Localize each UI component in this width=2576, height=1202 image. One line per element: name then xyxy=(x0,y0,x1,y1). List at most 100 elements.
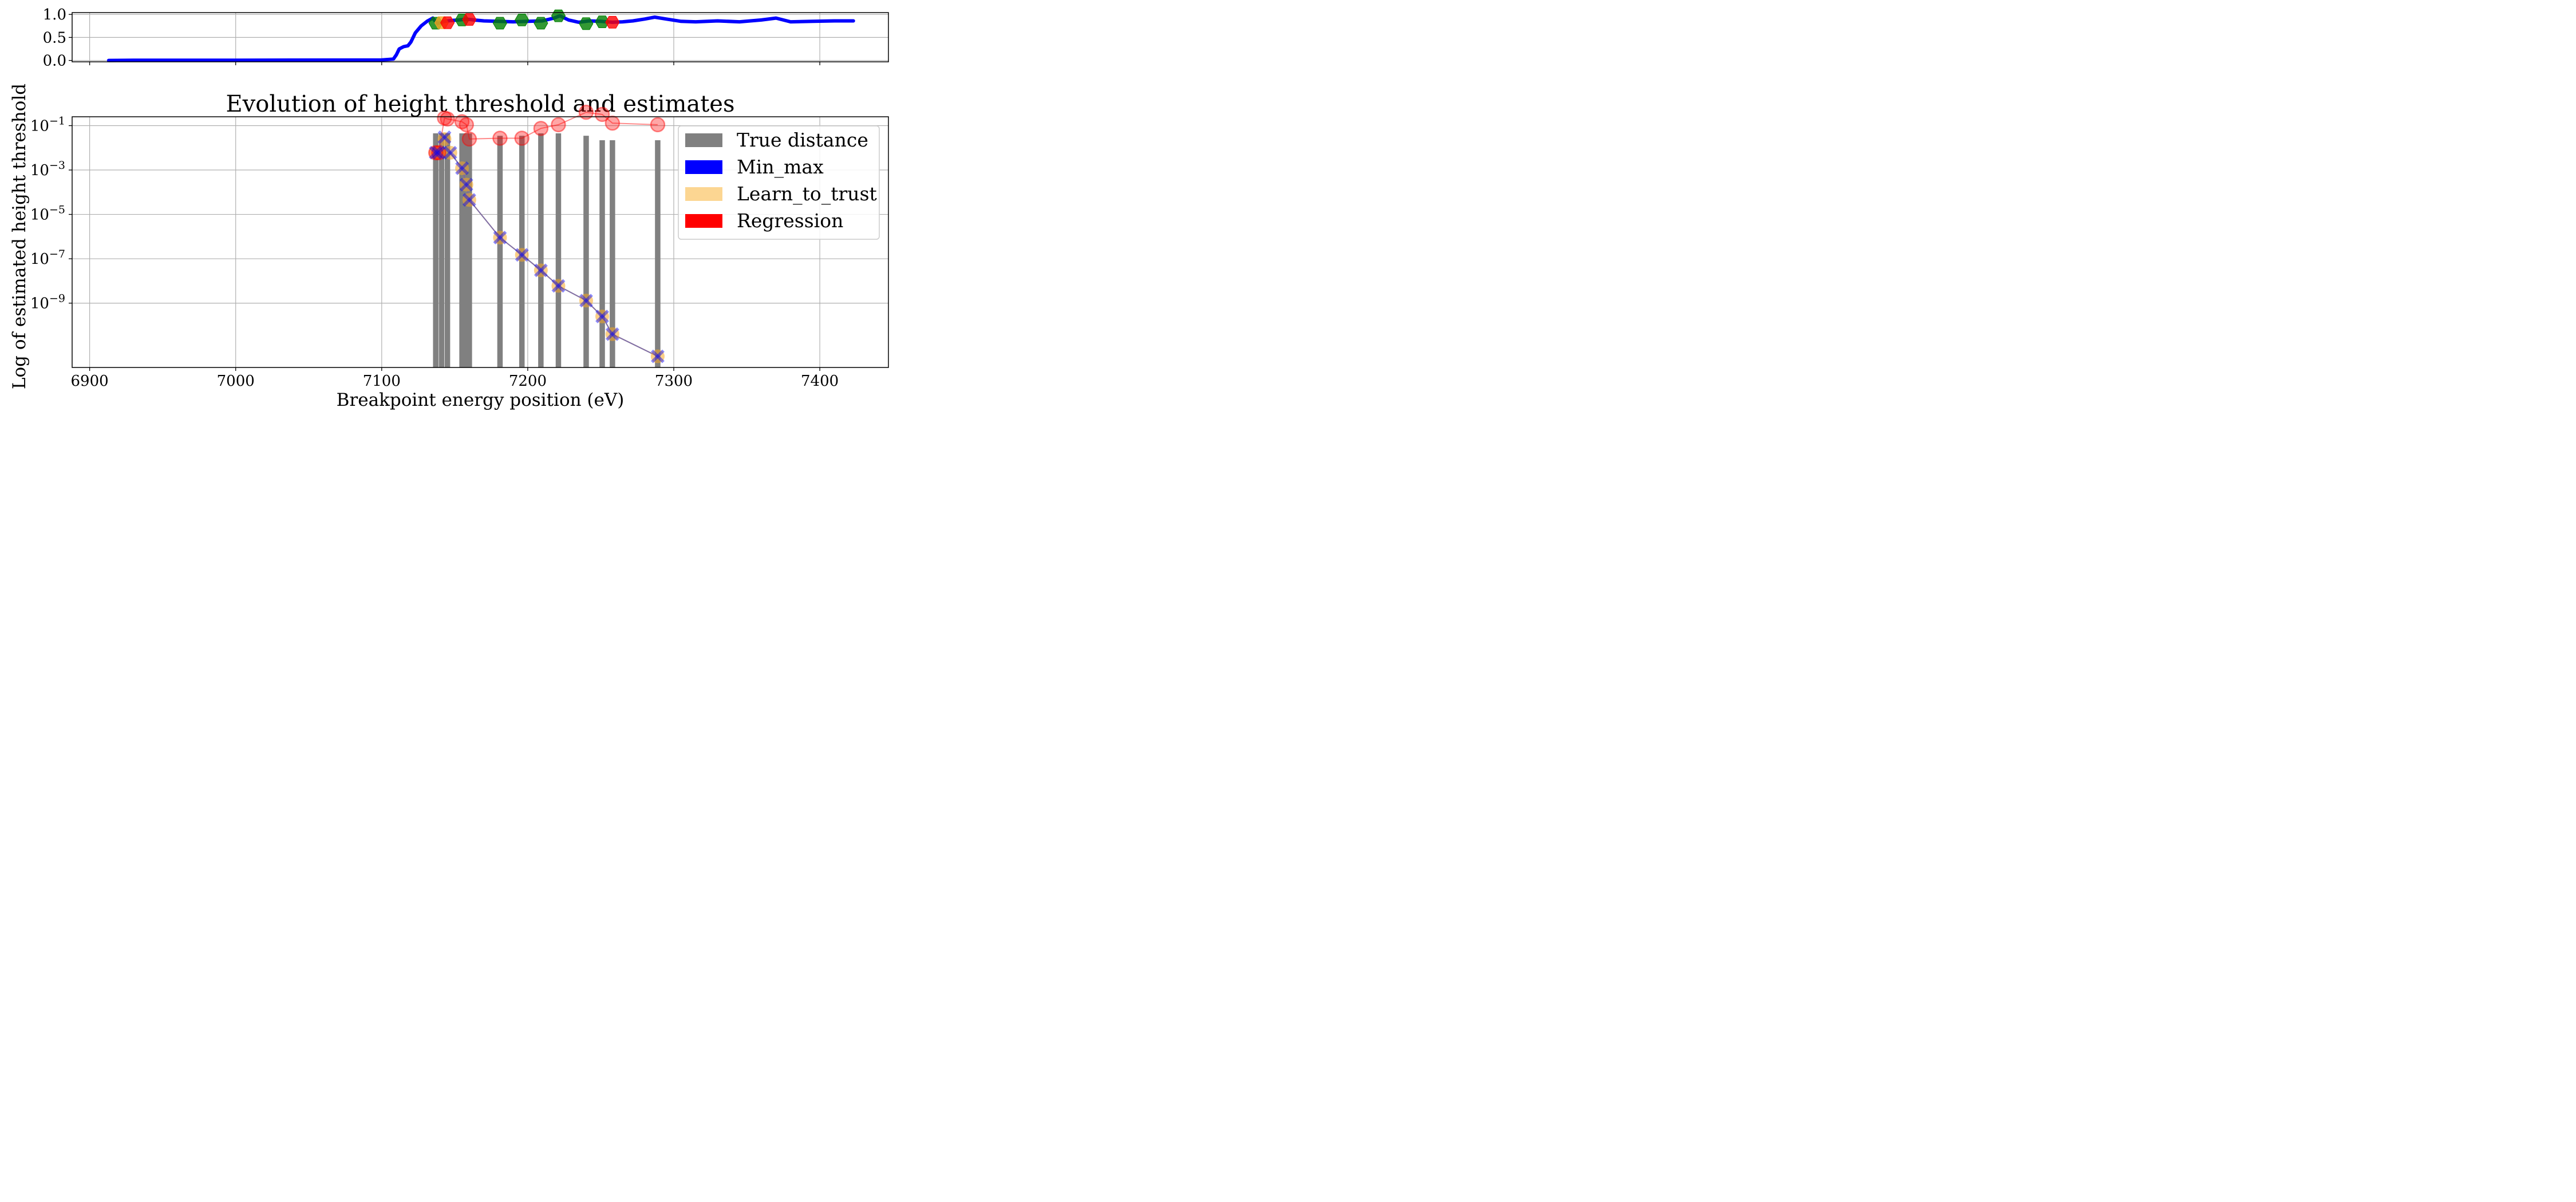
top-panel: 0.0 0.5 1.0 xyxy=(43,6,889,70)
learn-to-trust-marker xyxy=(579,294,593,308)
learn-to-trust-marker xyxy=(462,193,476,207)
legend-label: Regression xyxy=(737,209,843,232)
min-max-marker-stroke xyxy=(605,327,619,341)
top-series-line xyxy=(106,14,855,62)
learn-to-trust-marker xyxy=(459,177,473,192)
min-max-marker-stroke xyxy=(493,231,507,245)
bottom-x-tick-label: 7300 xyxy=(655,373,693,390)
min-max-marker-stroke xyxy=(551,279,566,293)
min-max-marker-stroke xyxy=(455,161,469,175)
min-max-marker-stroke xyxy=(534,263,548,278)
x-axis-label: Breakpoint energy position (eV) xyxy=(337,390,625,410)
bottom-x-tick-label: 7200 xyxy=(509,373,547,390)
y-axis-label: Log of estimated height threshold xyxy=(9,84,30,389)
bottom-y-tick-label: 10−3 xyxy=(30,159,65,179)
min-max-marker-stroke xyxy=(651,349,665,363)
bottom-y-tick-label: 10−7 xyxy=(30,248,65,268)
legend-frame xyxy=(678,125,880,240)
min-max-marker-stroke xyxy=(515,248,529,262)
bottom-panel: 6900 7000 7100 7200 7300 7400 10−1 10−3 10−5 10−7… xyxy=(30,104,889,390)
min-max-marker xyxy=(595,309,609,323)
min-max-marker-stroke xyxy=(493,231,507,245)
top-y-tick-label: 0.5 xyxy=(43,29,66,46)
min-max-marker xyxy=(459,177,473,192)
min-max-marker-stroke xyxy=(515,248,529,262)
learn-to-trust-marker xyxy=(650,349,665,363)
true-distance-bar xyxy=(444,133,451,367)
true-distance-bar xyxy=(459,133,465,367)
true-distance-bar xyxy=(467,133,472,367)
top-y-tick-label: 0.0 xyxy=(43,53,66,70)
min-max-marker xyxy=(515,248,529,262)
top-hexagon-marker xyxy=(534,17,548,30)
learn-to-trust-marker xyxy=(432,145,446,160)
min-max-marker-stroke xyxy=(462,193,476,207)
regression-marker xyxy=(492,131,508,146)
true-distance-bar xyxy=(464,133,469,367)
bottom-ticks: 6900 7000 7100 7200 7300 7400 10−1 10−3 10−5 10−7… xyxy=(30,115,889,390)
min-max-marker-stroke xyxy=(429,145,443,160)
min-max-marker-stroke xyxy=(432,145,446,160)
top-hexagon-marker xyxy=(462,13,477,26)
learn-to-trust-marker xyxy=(534,263,548,278)
legend: True distance Min_max Learn_to_trust Regres… xyxy=(678,125,880,240)
top-y-tick-label: 1.0 xyxy=(43,6,66,23)
learn-to-trust-marker xyxy=(605,327,619,341)
regression-marker xyxy=(461,131,477,147)
min-max-marker-stroke xyxy=(579,294,593,308)
min-max-marker xyxy=(455,161,469,175)
min-max-marker-stroke xyxy=(455,161,469,175)
top-hexagon-marker xyxy=(595,15,610,28)
bottom-y-tick-label: 10−9 xyxy=(30,292,65,313)
top-hexagon-marker xyxy=(605,16,620,29)
min-max-marker-stroke xyxy=(429,145,443,160)
learn-to-trust-marker xyxy=(455,161,469,175)
true-distance-bar xyxy=(610,140,615,368)
min-max-marker-stroke xyxy=(437,130,452,144)
legend-label: True distance xyxy=(737,129,868,151)
true-distance-bar xyxy=(438,133,445,367)
chart-title: Evolution of height threshold and estima… xyxy=(226,91,734,117)
true-distance-bar xyxy=(583,136,589,368)
bottom-y-tick-label: 10−1 xyxy=(30,115,65,135)
regression-marker xyxy=(459,117,475,133)
regression-marker xyxy=(605,115,621,131)
regression-line xyxy=(436,112,658,153)
min-max-marker xyxy=(429,145,443,160)
min-max-marker-stroke xyxy=(605,327,619,341)
min-max-marker-stroke xyxy=(443,145,457,160)
min-max-marker xyxy=(443,145,457,160)
min-max-marker-stroke xyxy=(462,193,476,207)
bottom-x-tick-label: 7000 xyxy=(217,373,255,390)
top-plot-area xyxy=(106,9,855,62)
regression-marker xyxy=(551,117,566,133)
regression-marker xyxy=(650,117,666,133)
top-hexagon-marker xyxy=(492,17,507,30)
min-max-marker xyxy=(579,294,593,308)
regression-marker xyxy=(440,111,455,127)
top-hexagon-marker xyxy=(515,14,530,26)
min-max-marker-stroke xyxy=(579,294,593,308)
min-max-marker-stroke xyxy=(432,145,446,160)
true-distance-bar xyxy=(497,136,503,368)
bottom-plot-area xyxy=(428,104,666,368)
learn-to-trust-marker xyxy=(515,248,529,262)
top-hexagon-marker xyxy=(440,16,455,29)
min-max-marker-stroke xyxy=(459,177,473,192)
min-max-marker xyxy=(605,327,619,341)
true-distance-bar xyxy=(538,133,544,367)
true-distance-bar xyxy=(555,133,562,367)
bottom-y-tick-label: 10−5 xyxy=(30,204,65,224)
learn-to-trust-marker xyxy=(443,145,457,160)
min-max-marker-stroke xyxy=(651,349,665,363)
top-ticks: 0.0 0.5 1.0 xyxy=(43,6,889,70)
min-max-marker xyxy=(493,231,507,245)
min-max-marker-stroke xyxy=(443,145,457,160)
true-distance-bar xyxy=(433,133,438,367)
regression-marker xyxy=(431,145,447,161)
legend-swatch xyxy=(685,214,722,228)
legend-swatch xyxy=(685,187,722,201)
min-max-marker-stroke xyxy=(437,130,452,144)
min-max-marker xyxy=(437,130,452,144)
legend-swatch xyxy=(685,160,722,174)
